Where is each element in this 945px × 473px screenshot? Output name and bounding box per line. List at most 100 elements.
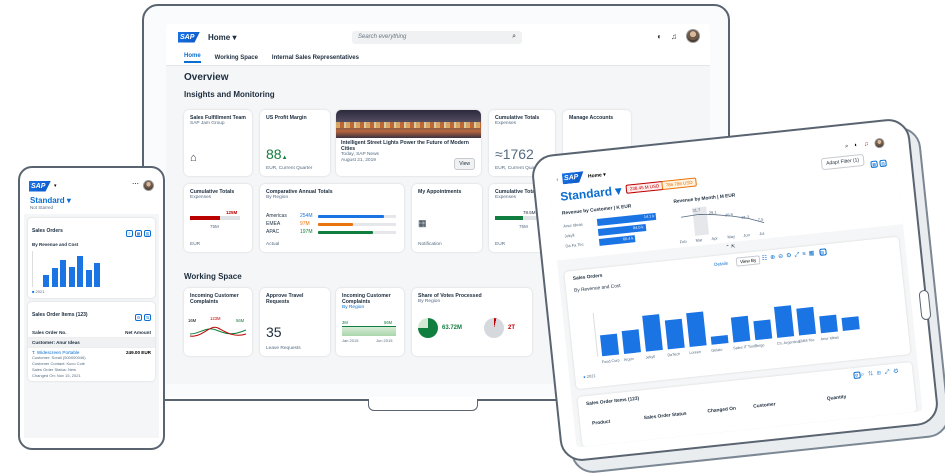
bell-icon[interactable]: ♫ [671, 31, 677, 41]
search-input[interactable]: Search everything ⌕ [352, 31, 522, 44]
home-menu[interactable]: Home ▾ [208, 32, 237, 42]
chart-bar[interactable] [730, 315, 751, 343]
legend-label: 2021 [586, 373, 596, 379]
bullet-track [190, 216, 240, 220]
view-by-select[interactable]: View By [735, 255, 761, 267]
chart-bar[interactable] [841, 316, 860, 331]
card-approve-travel[interactable]: Approve Travel Requests 35 Leave Request… [260, 288, 330, 356]
home-menu[interactable]: Home ▾ [587, 171, 606, 180]
approx-icon: ≈ [495, 146, 503, 162]
avatar[interactable] [143, 180, 154, 191]
column-header[interactable]: Changed On [707, 406, 737, 415]
pie-value: 63.72M [442, 325, 463, 331]
card-sales-fulfillment[interactable]: Sales Fulfillment Team SAP Jam Group ⌂ [184, 110, 252, 176]
card-incoming-complaints[interactable]: Incoming Customer Complaints 16M 123M 56… [184, 288, 252, 356]
chart-bar[interactable] [600, 333, 620, 357]
chart-icon[interactable]: ▥ [879, 159, 887, 168]
bar-label: Anur Ideas [820, 335, 840, 342]
tab-working-space[interactable]: Working Space [214, 54, 258, 61]
collapse-header-icon[interactable]: ⌃ ⇱ [725, 243, 736, 251]
table-icon[interactable]: ≡ [126, 230, 133, 237]
card-cumulative-totals-1[interactable]: Cumulative Totals Expenses ≈1762 EUR, Cu… [489, 110, 555, 176]
region-bar [318, 214, 385, 218]
card-cumulative-totals-2[interactable]: Cumulative Totals Expenses 125M 75M EUR [184, 184, 252, 252]
chart-bar[interactable] [68, 266, 75, 287]
month-value: 29.1 [708, 209, 717, 216]
column-header[interactable]: Quantity [826, 394, 847, 402]
tab-internal-sales[interactable]: Internal Sales Representatives [271, 54, 359, 61]
chart-bar[interactable] [819, 314, 838, 334]
region-bar-track [318, 222, 396, 226]
gear-icon[interactable]: ⚙ [893, 367, 903, 375]
variant-title[interactable]: Standard ▾ [30, 196, 71, 205]
column-header[interactable]: Sales Order Status [643, 411, 687, 422]
month-label: Jul [758, 230, 765, 237]
card-share-of-votes[interactable]: Share of Votes Processed By Region 63.72… [412, 288, 532, 356]
card-comparative-annual[interactable]: Comparative Annual Totals By Region Amer… [260, 184, 404, 252]
chart-bar[interactable] [621, 329, 641, 354]
news-card[interactable]: Intelligent Street Lights Power the Futu… [336, 110, 481, 176]
region-name: Americas [266, 213, 287, 219]
customer-bar[interactable]: 14.1 k [596, 212, 657, 227]
sap-logo[interactable]: SAP [178, 31, 200, 43]
search-icon[interactable]: ⌕ [844, 142, 849, 150]
chart-bar[interactable] [773, 304, 795, 338]
list-item[interactable]: T. Widescreen Portable 249.00 EUR Custom… [28, 348, 155, 381]
bar-label: Gelato [711, 347, 723, 353]
view-button[interactable]: View [454, 158, 475, 170]
card-complaints-by-region[interactable]: Incoming Customer Complaints By Region 3… [336, 288, 404, 356]
sort-icon[interactable]: ⇅ [144, 314, 151, 321]
overflow-icon[interactable]: ⋯ [132, 181, 139, 188]
column-header[interactable]: Product [591, 419, 611, 427]
bullet-fill [495, 216, 523, 220]
item-name[interactable]: T. Widescreen Portable [32, 350, 80, 355]
chart-bar[interactable] [710, 334, 729, 345]
chart-bar[interactable] [686, 311, 707, 348]
kpi-pill-red[interactable]: 238.45 M USD [625, 180, 664, 194]
sap-logo[interactable]: SAP [29, 180, 51, 192]
bar-label: Ch. Argentina [776, 339, 800, 346]
card-title: US Profit Margin [266, 115, 307, 121]
chevron-down-icon[interactable]: ▾ [54, 183, 57, 189]
variant-title[interactable]: Standard ▾ [559, 183, 623, 204]
sap-logo[interactable]: SAP [562, 171, 585, 184]
chart-bar[interactable] [796, 306, 817, 336]
chart-bar[interactable] [43, 275, 49, 287]
chart-bar[interactable] [77, 256, 83, 287]
grid-icon[interactable]: ▦ [135, 230, 142, 237]
chart-bar[interactable] [753, 319, 773, 341]
tab-home[interactable]: Home [184, 53, 201, 63]
grid-icon[interactable]: ▦ [808, 250, 818, 258]
copilot-icon[interactable]: ◐ [657, 31, 662, 41]
kpi-value: 88 [266, 146, 282, 162]
copilot-icon[interactable]: ◐ [854, 142, 859, 149]
card-my-appointments[interactable]: My Appointments ▦ Notification [412, 184, 482, 252]
grid-icon[interactable]: ▦ [870, 160, 878, 169]
back-icon[interactable]: ‹ [556, 176, 559, 183]
customer-bar[interactable]: 60.4 k [598, 235, 636, 246]
chart-bar[interactable] [85, 270, 92, 287]
month-highlight [692, 206, 710, 236]
trend-up-icon: ▲ [281, 155, 288, 161]
chart-bar[interactable] [664, 318, 685, 350]
avatar[interactable] [873, 137, 885, 149]
settings-icon[interactable]: ⚙ [135, 314, 142, 321]
phone-sales-orders: Sales Orders ≡ ▦ ▥ By Revenue and Cost ■ 2… [28, 218, 155, 298]
card-us-profit-margin[interactable]: US Profit Margin 88▲ EUR, Current Quarte… [260, 110, 330, 176]
chart-bar[interactable] [60, 259, 66, 287]
card-subtitle: Expenses [190, 195, 212, 200]
avatar[interactable] [686, 29, 700, 43]
column-header[interactable]: Customer [753, 402, 776, 410]
phone-screen: SAP ▾ ⋯ Standard ▾ Not Starred Sales Ord… [24, 178, 159, 438]
chart-bar[interactable] [94, 263, 100, 287]
chart-bar[interactable] [51, 268, 58, 287]
search-icon[interactable]: ⌕ [512, 33, 516, 40]
details-link[interactable]: Details [713, 260, 729, 268]
kpi-pill-orange[interactable]: 786 786 USD [661, 177, 697, 191]
chart-bar[interactable] [642, 314, 663, 352]
customer-bar[interactable]: 84.0 k [597, 224, 646, 236]
phone-order-items: Sales Order Items (123) ⚙ ⇅ Sales Order N… [28, 302, 155, 381]
bell-icon[interactable]: ♫ [863, 141, 869, 148]
chart-icon[interactable]: ▥ [819, 248, 828, 256]
chart-icon[interactable]: ▥ [144, 230, 151, 237]
